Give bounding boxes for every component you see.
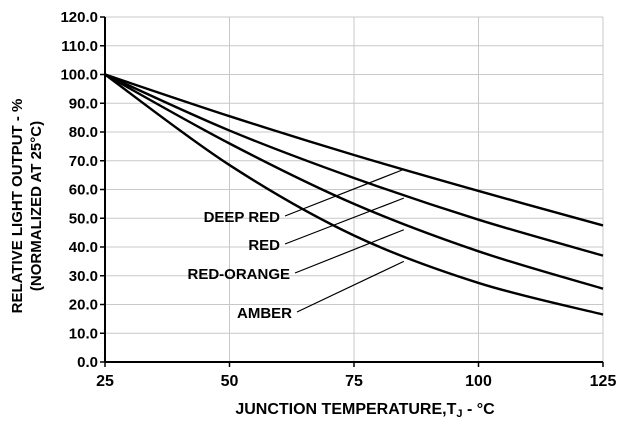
x-tick-label: 25 xyxy=(96,373,114,390)
y-tick-label: 80.0 xyxy=(69,124,98,141)
y-tick-label: 100.0 xyxy=(60,67,98,84)
y-tick-label: 60.0 xyxy=(69,182,98,199)
series-label-amber: AMBER xyxy=(237,305,292,322)
y-tick-label: 10.0 xyxy=(69,325,98,342)
y-tick-label: 120.0 xyxy=(60,9,98,26)
series-label-red: RED xyxy=(248,237,280,254)
x-tick-label: 125 xyxy=(590,373,617,390)
callout-leader-deep-red xyxy=(284,168,405,217)
series-line-deep-red xyxy=(104,73,604,227)
y-tick-label: 0.0 xyxy=(77,354,98,371)
x-tick-label: 50 xyxy=(221,373,239,390)
x-axis-label-main: JUNCTION TEMPERATURE,T xyxy=(235,401,456,418)
x-tick-label: 100 xyxy=(465,373,492,390)
axes: 0.0 10.0 20.0 30.0 40.0 50.0 60.0 70.0 80.0 90.0 1… xyxy=(60,9,616,390)
x-axis-label: JUNCTION TEMPERATURE,TJ - °C xyxy=(235,401,495,420)
y-tick-label: 50.0 xyxy=(69,210,98,227)
y-tick-label: 20.0 xyxy=(69,297,98,314)
callout-leader-red xyxy=(284,197,405,245)
x-tick-label: 75 xyxy=(345,373,363,390)
y-tick-label: 30.0 xyxy=(69,268,98,285)
y-tick-label: 110.0 xyxy=(61,38,98,55)
y-axis-label-line2: (NORMALIZED AT 25°C) xyxy=(28,121,45,291)
series-label-deep-red: DEEP RED xyxy=(204,209,281,226)
x-axis-label-subscript: J xyxy=(456,408,462,420)
y-tick-label: 90.0 xyxy=(69,95,98,112)
y-axis-label-line1: RELATIVE LIGHT OUTPUT - % xyxy=(9,99,26,314)
series-line-amber xyxy=(104,73,604,316)
series-lines xyxy=(104,73,604,316)
series-callouts: DEEP RED RED RED-ORANGE AMBER xyxy=(187,168,405,322)
callout-leader-amber xyxy=(296,260,405,313)
x-axis-label-unit: - °C xyxy=(463,401,496,418)
y-tick-label: 40.0 xyxy=(69,239,98,256)
series-line-red-orange xyxy=(104,73,604,290)
y-tick-label: 70.0 xyxy=(69,153,98,170)
series-label-red-orange: RED-ORANGE xyxy=(187,266,290,283)
series-line-red xyxy=(104,73,604,257)
callout-leader-red-orange xyxy=(294,229,405,274)
